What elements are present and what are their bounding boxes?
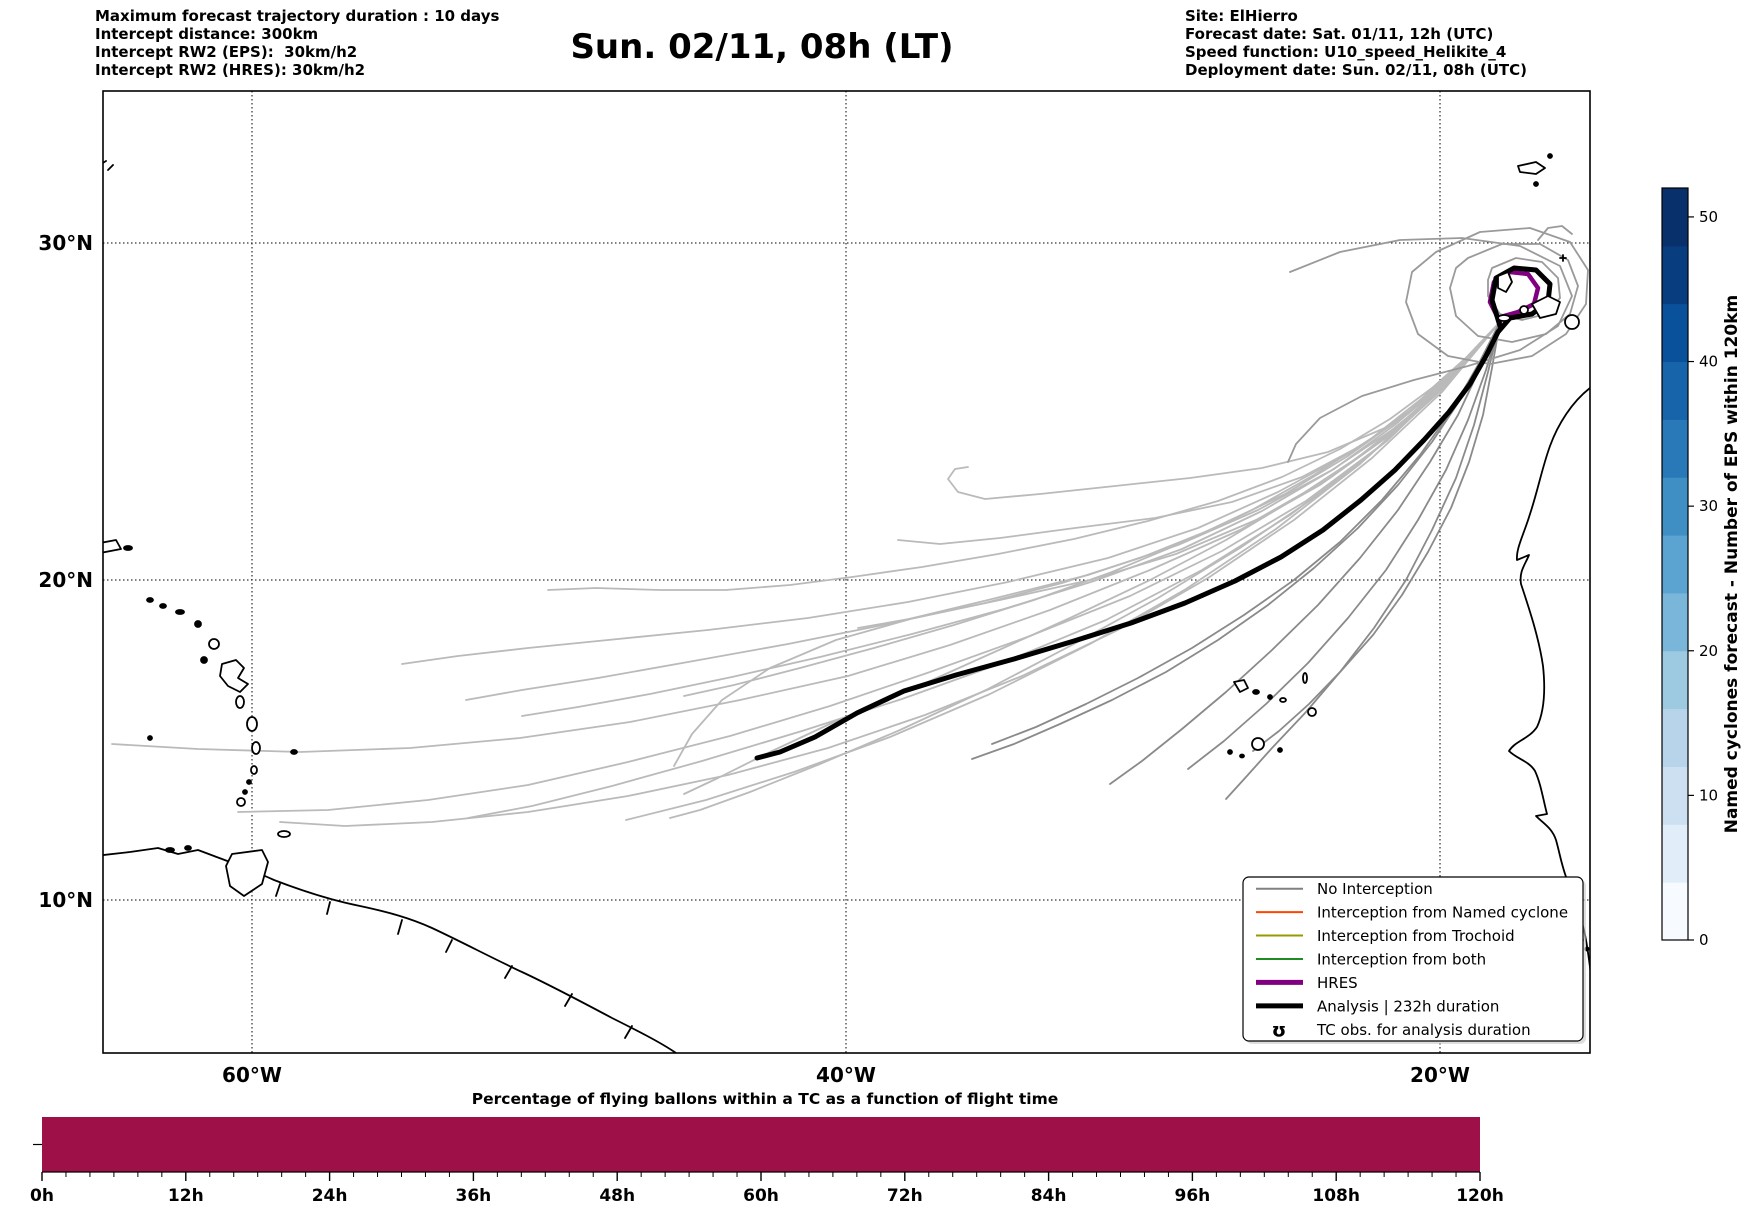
trajectory-no-interception (897, 321, 1501, 545)
trajectory-no-interception (673, 321, 1501, 767)
bermuda-island (103, 160, 114, 171)
colorbar-tick-label: 0 (1699, 931, 1709, 949)
map-frame (102, 90, 1591, 1054)
canary-islands (1497, 271, 1580, 330)
legend-box: No Interception Interception from Named c… (1242, 876, 1586, 1044)
trajectory-lines (111, 225, 1589, 827)
flight-time-tick-label: 12h (168, 1186, 204, 1206)
trajectory-no-interception (467, 321, 1501, 819)
legend-item-label: Analysis | 232h duration (1317, 997, 1499, 1015)
trajectory-no-interception (669, 321, 1501, 819)
flight-time-tick-label: 0h (30, 1186, 54, 1206)
flight-time-tick-label: 24h (312, 1186, 348, 1206)
tc-obs-icon: ʊ (1272, 1019, 1287, 1041)
colorbar: 0 10 20 30 40 50 (1661, 187, 1718, 949)
colorbar-tick-label: 50 (1699, 208, 1718, 226)
flight-time-tick-label: 84h (1031, 1186, 1067, 1206)
trajectory-ring (1405, 227, 1589, 365)
river-mouth-marks (275, 883, 633, 1039)
legend-item-label: TC obs. for analysis duration (1316, 1021, 1531, 1039)
coastline-south-america (103, 847, 677, 1053)
flight-time-tick-label: 36h (456, 1186, 492, 1206)
legend-item-label: Interception from both (1317, 950, 1486, 968)
analysis-trajectory (754, 265, 1553, 761)
trajectory-no-interception (683, 321, 1501, 697)
trajectory-no-interception (1109, 321, 1501, 785)
flight-time-tick-label: 120h (1456, 1186, 1504, 1206)
info-speed-function: Speed function: U10_speed_Helikite_4 (1185, 43, 1506, 61)
lat-label-30n: 30°N (38, 231, 93, 255)
info-intercept-rw2-hres: Intercept RW2 (HRES): 30km/h2 (95, 61, 365, 79)
legend-item-label: HRES (1317, 974, 1358, 992)
colorbar-tick-label: 40 (1699, 353, 1718, 371)
bottom-chart-title: Percentage of flying ballons within a TC… (472, 1090, 1059, 1108)
trajectory-arc (1537, 225, 1573, 241)
trajectory-arc (1287, 237, 1573, 463)
legend-item-label: Interception from Named cyclone (1317, 904, 1568, 922)
info-deployment-date: Deployment date: Sun. 02/11, 08h (UTC) (1185, 61, 1527, 79)
trajectory-no-interception (237, 321, 1501, 813)
info-site: Site: ElHierro (1185, 7, 1298, 25)
trajectory-no-interception (1252, 321, 1501, 752)
legend-item-label: No Interception (1317, 880, 1433, 898)
lesser-antilles (123, 545, 298, 853)
trajectory-no-interception (1225, 321, 1501, 800)
flight-time-tick-label: 60h (743, 1186, 779, 1206)
info-max-duration: Maximum forecast trajectory duration : 1… (95, 7, 499, 25)
trajectory-no-interception (521, 321, 1501, 717)
tobago-island (277, 830, 291, 838)
plot-title: Sun. 02/11, 08h (LT) (570, 27, 953, 67)
selvagens-mark (1559, 254, 1567, 262)
flight-time-tick-label: 48h (599, 1186, 635, 1206)
flight-time-tick-label: 108h (1312, 1186, 1360, 1206)
info-intercept-rw2-eps: Intercept RW2 (EPS): 30km/h2 (95, 43, 357, 61)
colorbar-tick-label: 10 (1699, 786, 1718, 804)
lat-label-10n: 10°N (38, 888, 93, 912)
flight-time-tick-label: 96h (1175, 1186, 1211, 1206)
legend-item-label: Interception from Trochoid (1317, 927, 1515, 945)
map-gridlines (103, 91, 1590, 1053)
puerto-rico-tip (103, 539, 122, 554)
trajectory-no-interception (111, 321, 1501, 753)
lon-label-40w: 40°W (816, 1063, 876, 1087)
flight-time-strip: 0h 12h 24h 36h 48h 60h 72h 84h 96h 108h 120h (30, 1117, 1504, 1206)
trajectory-no-interception (547, 321, 1501, 591)
lon-label-20w: 20°W (1410, 1063, 1470, 1087)
madeira-islands (1517, 153, 1553, 187)
trajectory-no-interception (279, 321, 1501, 827)
trajectory-no-interception (991, 321, 1501, 745)
lat-label-20n: 20°N (38, 568, 93, 592)
flight-time-tick-label: 72h (887, 1186, 923, 1206)
trajectory-no-interception (1187, 321, 1501, 770)
coastline-africa (1508, 387, 1590, 975)
flight-strip-bar (42, 1117, 1480, 1172)
cape-verde-islands (1227, 672, 1317, 759)
colorbar-label: Named cyclones forecast - Number of EPS … (1722, 295, 1742, 834)
trajectory-no-interception (971, 321, 1501, 760)
trinidad-island (225, 849, 269, 897)
colorbar-tick-label: 20 (1699, 642, 1718, 660)
trajectory-no-interception (401, 321, 1501, 665)
info-forecast-date: Forecast date: Sat. 01/11, 12h (UTC) (1185, 25, 1493, 43)
colorbar-tick-label: 30 (1699, 497, 1718, 515)
lon-label-60w: 60°W (222, 1063, 282, 1087)
trajectory-no-interception (683, 321, 1501, 795)
trajectory-no-interception (857, 321, 1501, 629)
info-intercept-distance: Intercept distance: 300km (95, 25, 318, 43)
